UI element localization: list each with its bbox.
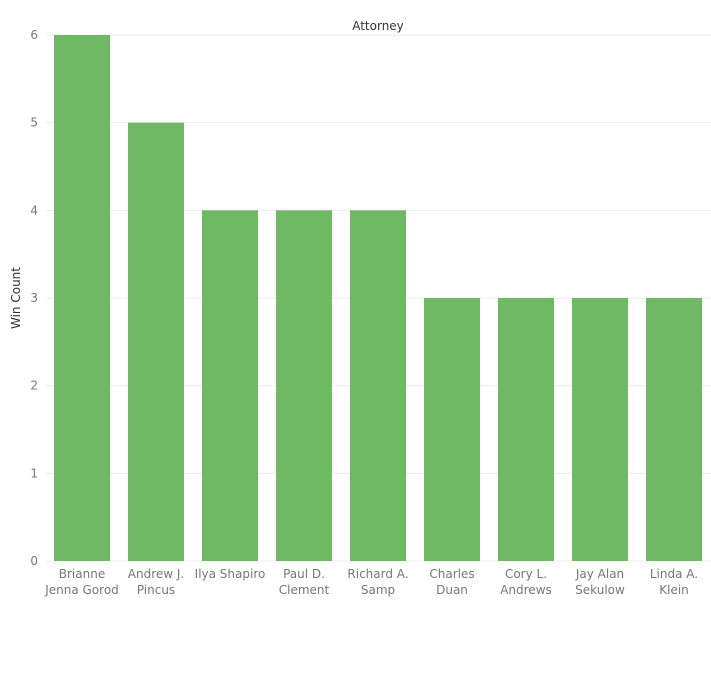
y-axis-title: Win Count [9, 267, 23, 329]
x-category-label-line: Samp [361, 583, 395, 597]
x-category-label: Charles Duan [429, 567, 474, 597]
x-category-label-line: Klein [659, 583, 689, 597]
x-category-label-line: Jenna Gorod [44, 583, 119, 597]
y-tick-label: 0 [30, 554, 38, 568]
x-category-label-line: Andrews [500, 583, 552, 597]
x-category-label: Brianne Jenna Gorod [44, 567, 119, 597]
x-category-label-line: Sekulow [575, 583, 625, 597]
y-tick-label: 2 [30, 379, 38, 393]
x-category-label: Jay Alan Sekulow [575, 567, 625, 597]
bar[interactable] [202, 210, 258, 562]
x-category-label-line: Richard A. [347, 567, 408, 581]
x-category-label-line: Charles [429, 567, 474, 581]
x-category-label-line: Cory L. [505, 567, 547, 581]
x-category-label: Andrew J. Pincus [128, 567, 184, 597]
bar[interactable] [276, 210, 332, 562]
x-category-label-line: Brianne [59, 567, 105, 581]
x-category-label-line: Paul D. [283, 567, 325, 581]
bar[interactable] [54, 35, 110, 561]
x-category-label-line: Pincus [137, 583, 175, 597]
y-tick-label: 4 [30, 203, 38, 217]
x-category-label: Cory L. Andrews [500, 567, 552, 597]
x-category-label-line: Linda A. [650, 567, 698, 581]
x-category-label: Paul D. Clement [279, 567, 330, 597]
bar[interactable] [424, 298, 480, 561]
x-category-label: Linda A. Klein [650, 567, 698, 597]
y-tick-label: 5 [30, 116, 38, 130]
y-axis-ticks: 0 1 2 3 4 5 6 [30, 28, 38, 568]
bar[interactable] [572, 298, 628, 561]
x-category-label-line: Ilya Shapiro [195, 567, 266, 581]
y-tick-label: 3 [30, 291, 38, 305]
x-category-label: Richard A. Samp [347, 567, 408, 597]
bar[interactable] [350, 210, 406, 562]
bar[interactable] [128, 122, 184, 562]
bar[interactable] [646, 298, 702, 561]
x-axis-labels: Brianne Jenna Gorod Andrew J. Pincus Ilya Sh… [44, 567, 698, 597]
x-category-label-line: Jay Alan [575, 567, 624, 581]
x-category-label: Ilya Shapiro [195, 567, 266, 581]
bars [54, 35, 702, 562]
x-category-label-line: Clement [279, 583, 330, 597]
chart-title: Attorney [352, 19, 404, 33]
y-tick-label: 6 [30, 28, 38, 42]
bar[interactable] [498, 298, 554, 561]
x-category-label-line: Andrew J. [128, 567, 184, 581]
y-tick-label: 1 [30, 466, 38, 480]
x-category-label-line: Duan [436, 583, 468, 597]
